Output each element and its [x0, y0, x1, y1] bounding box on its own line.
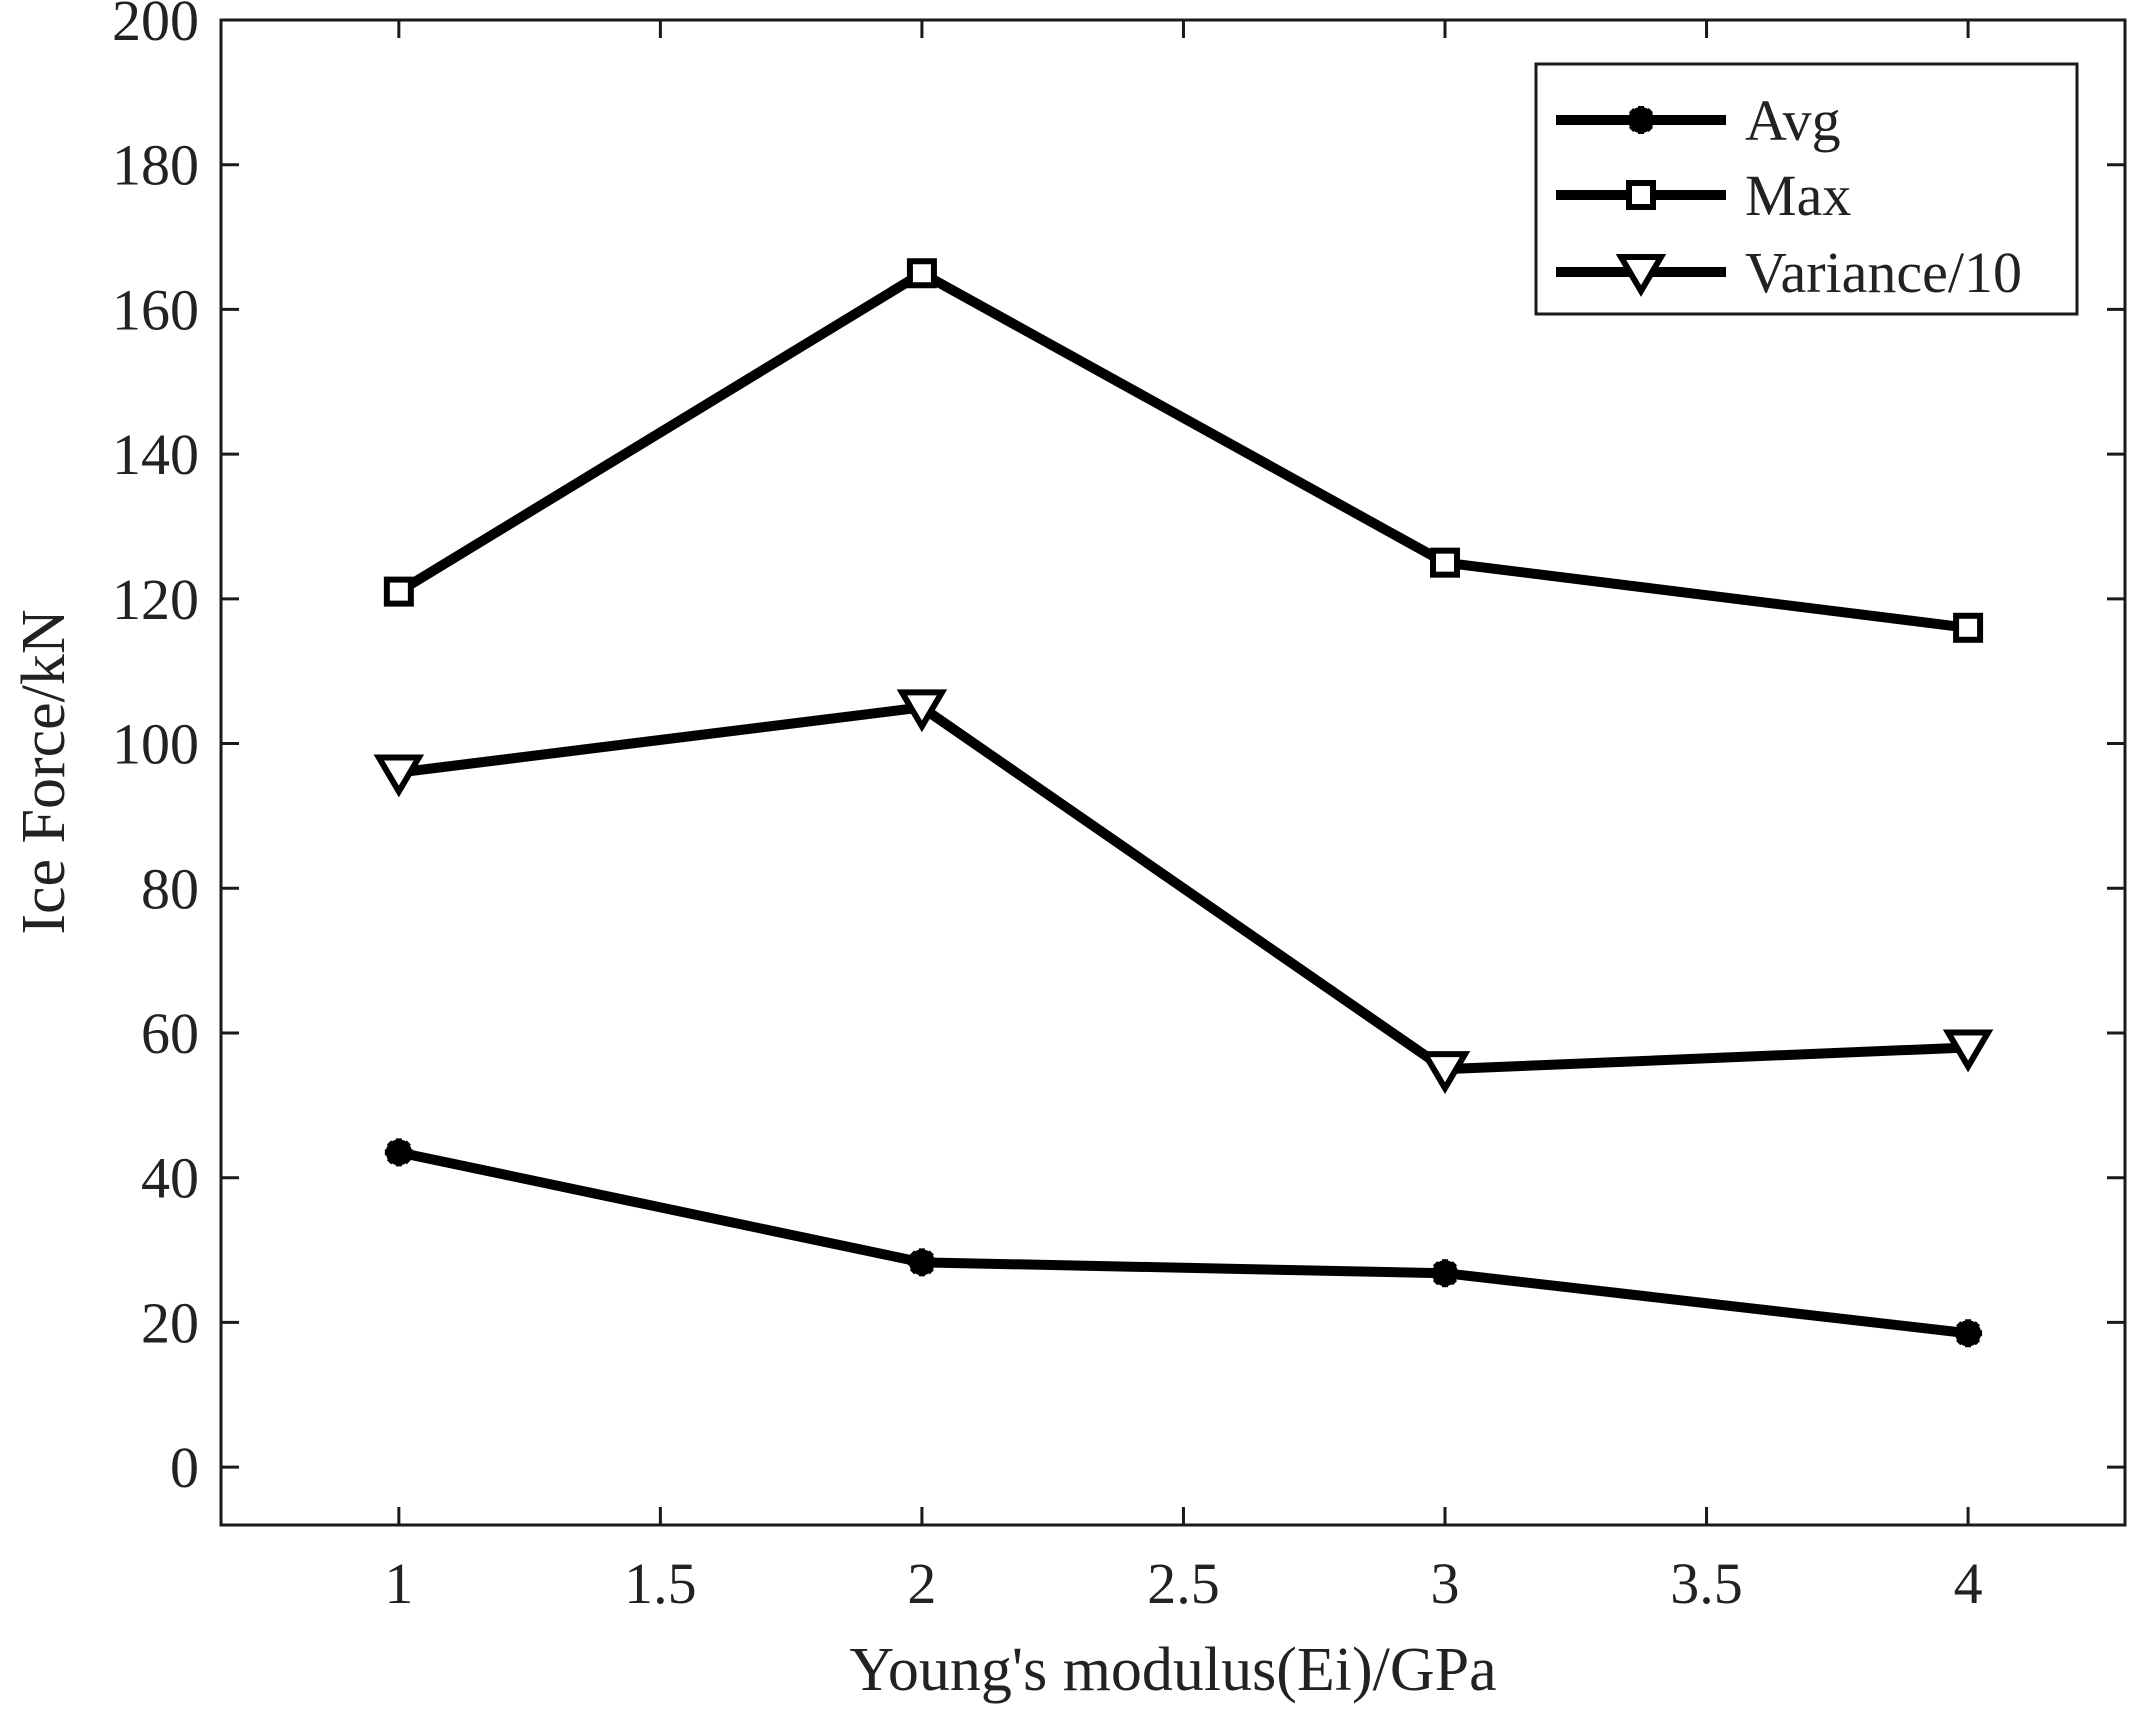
x-tick-label: 2.5 [1147, 1551, 1220, 1616]
data-point-avg [907, 1248, 936, 1277]
data-point-variance-10 [1419, 1051, 1471, 1095]
y-tick-label: 40 [141, 1146, 199, 1211]
x-axis-title: Young's modulus(Ei)/GPa [849, 1636, 1496, 1704]
x-tick-label: 2 [907, 1551, 936, 1616]
data-point-max [906, 258, 937, 289]
data-point-max [1953, 612, 1984, 643]
legend-label-avg: Avg [1745, 88, 1841, 153]
legend-marker-max [1626, 180, 1656, 210]
data-point-avg [1954, 1319, 1983, 1348]
x-tick-label: 1.5 [624, 1551, 697, 1616]
data-point-max [383, 576, 414, 607]
legend-label-variance-10: Variance/10 [1745, 240, 2022, 305]
legend-marker-variance-10 [1615, 254, 1667, 297]
y-tick-label: 200 [112, 0, 199, 53]
y-tick-label: 60 [141, 1001, 199, 1066]
y-tick-label: 100 [112, 712, 199, 777]
series-line-max [396, 267, 1969, 633]
y-axis-ticks: 0 20 40 60 80 100 120 140 160 180 200 [112, 0, 2125, 1500]
data-point-avg [1431, 1259, 1459, 1288]
y-tick-label: 20 [141, 1290, 199, 1355]
x-tick-label: 4 [1954, 1551, 1983, 1616]
y-tick-label: 160 [112, 277, 199, 342]
series-layer [373, 258, 1994, 1348]
data-point-variance-10 [896, 689, 948, 733]
data-point-variance-10 [373, 754, 425, 798]
x-tick-label: 3 [1431, 1551, 1460, 1616]
series-line-variance-10 [398, 702, 1969, 1075]
data-point-avg [384, 1138, 413, 1167]
legend-label-max: Max [1745, 163, 1851, 228]
y-tick-label: 80 [141, 856, 199, 921]
y-tick-label: 140 [112, 422, 199, 487]
y-tick-label: 120 [112, 567, 199, 632]
legend: Avg Max Variance/10 [1534, 62, 2079, 316]
plot-area-frame [219, 18, 2127, 1527]
x-tick-label: 3.5 [1670, 1551, 1743, 1616]
y-axis-title: Ice Force/kN [10, 609, 78, 934]
legend-marker-avg [1627, 106, 1655, 134]
x-axis-ticks: 1 1.5 2 2.5 3 3.5 4 [384, 20, 1983, 1616]
data-point-max [1430, 547, 1460, 578]
y-tick-label: 0 [170, 1435, 199, 1500]
x-tick-label: 1 [384, 1551, 413, 1616]
series-line-avg [397, 1147, 1969, 1339]
y-tick-label: 180 [112, 133, 199, 198]
data-point-variance-10 [1942, 1029, 1994, 1073]
